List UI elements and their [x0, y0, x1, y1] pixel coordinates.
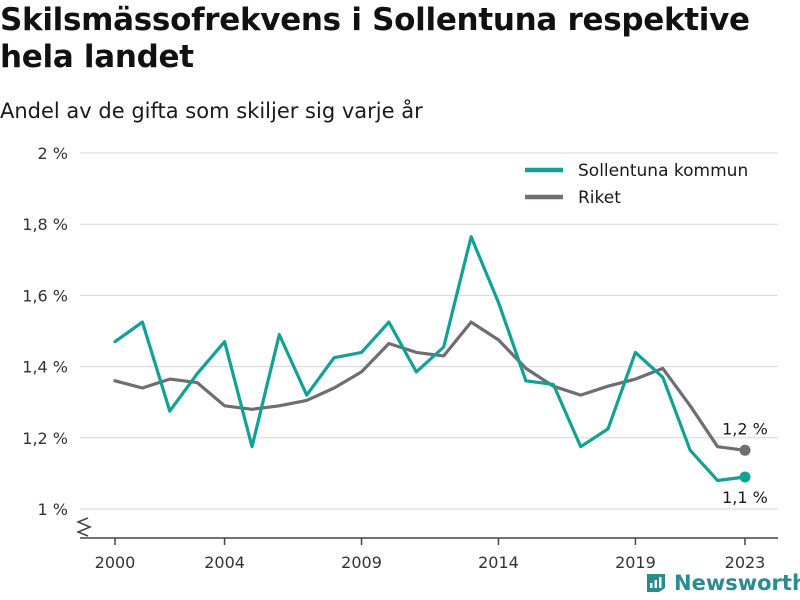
end-label-riket: 1,2 %: [722, 419, 768, 438]
x-tick-label: 2009: [341, 553, 382, 572]
series-layer: [113, 235, 751, 483]
newsworthy-logo: Newsworthy: [644, 566, 800, 600]
chart-title: Skilsmässofrekvens i Sollentuna respekti…: [0, 2, 750, 75]
axis-layer: 1 % 1,2 % 1,4 % 1,6 % 1,8 % 2 % 2000 2004 2009 20…: [22, 144, 778, 572]
end-point-sollentuna: [739, 471, 751, 483]
y-tick-label: 2 %: [38, 144, 68, 163]
chart-subtitle: Andel av de gifta som skiljer sig varje …: [0, 99, 423, 123]
series-line-riket: [113, 320, 747, 452]
legend-label: Riket: [578, 188, 621, 208]
legend-label: Sollentuna kommun: [578, 161, 748, 181]
x-tick-label: 2023: [725, 553, 766, 572]
brand-name: Newsworthy: [674, 571, 800, 595]
x-tick-label: 2004: [204, 553, 245, 572]
end-label-sollentuna: 1,1 %: [722, 488, 768, 507]
legend: Sollentuna kommun Riket: [525, 161, 748, 208]
axis-break-icon: [76, 517, 92, 537]
grid-layer: [80, 152, 778, 510]
series-line-sollentuna: [113, 235, 747, 483]
newsworthy-icon: [647, 574, 665, 592]
y-tick-label: 1,2 %: [22, 429, 68, 448]
end-point-riket: [739, 444, 751, 456]
x-tick-label: 2000: [95, 553, 136, 572]
y-tick-label: 1,4 %: [22, 358, 68, 377]
y-tick-label: 1,8 %: [22, 215, 68, 234]
y-tick-label: 1,6 %: [22, 286, 68, 305]
y-tick-label: 1 %: [38, 500, 68, 519]
x-tick-label: 2014: [478, 553, 519, 572]
end-label-layer: 1,2 % 1,1 %: [722, 419, 768, 507]
x-tick-label: 2019: [615, 553, 656, 572]
